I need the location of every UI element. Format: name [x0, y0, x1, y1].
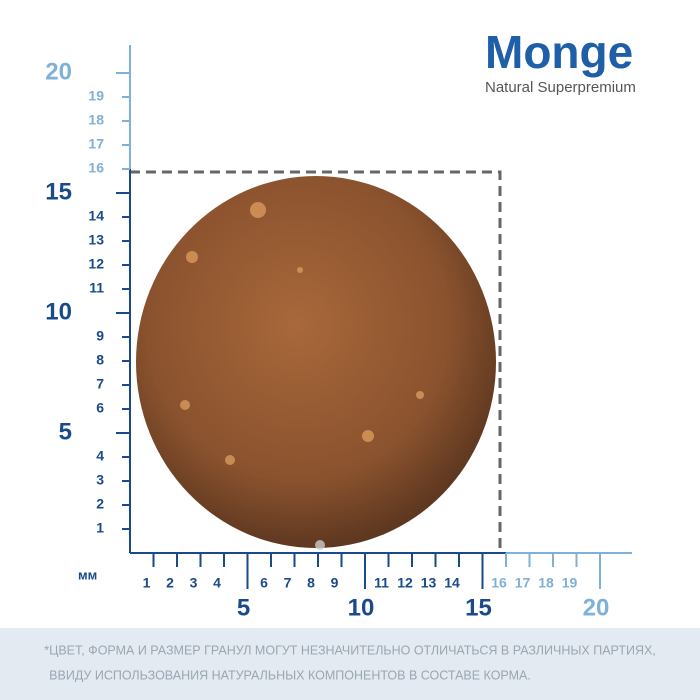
y-tick-label: 1: [96, 520, 104, 536]
x-tick-label: 19: [562, 575, 578, 591]
x-tick-label: 1: [143, 575, 151, 591]
y-tick-label: 16: [88, 160, 104, 176]
y-tick-label: 11: [89, 280, 104, 296]
x-tick-label: 5: [237, 594, 250, 621]
x-tick-label: 18: [538, 575, 554, 591]
x-tick-label: 2: [166, 575, 174, 591]
footnote: ВВИДУ ИСПОЛЬЗОВАНИЯ НАТУРАЛЬНЫХ КОМПОНЕН…: [49, 668, 531, 682]
brand-logo: Monge: [485, 26, 633, 78]
y-tick-label: 9: [96, 328, 104, 344]
y-tick-label: 7: [96, 376, 104, 392]
x-tick-label: 14: [444, 575, 460, 591]
y-tick-label: 10: [45, 298, 72, 325]
x-tick-label: 12: [397, 575, 413, 591]
footnote: *ЦВЕТ, ФОРМА И РАЗМЕР ГРАНУЛ МОГУТ НЕЗНА…: [44, 643, 656, 657]
y-tick-label: 15: [45, 178, 72, 205]
kibble-texture: [180, 202, 424, 550]
x-tick-label: 7: [284, 575, 292, 591]
x-tick-label: 17: [515, 575, 531, 591]
x-tick-label: 8: [307, 575, 315, 591]
x-tick-label: 20: [583, 594, 610, 621]
x-tick-label: 11: [374, 575, 389, 591]
x-tick-label: 6: [260, 575, 268, 591]
y-tick-label: 5: [59, 418, 72, 445]
y-tick-label: 19: [88, 88, 104, 104]
y-tick-label: 18: [88, 112, 104, 128]
x-tick-label: 15: [465, 594, 492, 621]
x-tick-label: 13: [421, 575, 437, 591]
size-box: [130, 170, 502, 553]
x-tick-label: 16: [491, 575, 507, 591]
y-tick-label: 2: [96, 496, 104, 512]
unit-label: мм: [78, 567, 97, 582]
y-tick-label: 4: [96, 448, 104, 464]
y-tick-label: 6: [96, 400, 104, 416]
y-tick-label: 3: [96, 472, 104, 488]
y-tick-label: 12: [88, 256, 104, 272]
y-tick-label: 8: [96, 352, 104, 368]
kibble: [136, 176, 496, 548]
y-tick-label: 13: [88, 232, 104, 248]
y-tick-label: 20: [45, 58, 72, 85]
brand-tagline: Natural Superpremium: [485, 79, 636, 96]
x-tick-label: 10: [348, 594, 375, 621]
x-tick-label: 3: [190, 575, 198, 591]
x-tick-label: 4: [213, 575, 221, 591]
y-tick-label: 17: [88, 136, 104, 152]
y-tick-label: 14: [88, 208, 104, 224]
x-tick-label: 9: [331, 575, 339, 591]
footnote-band: [0, 628, 700, 700]
